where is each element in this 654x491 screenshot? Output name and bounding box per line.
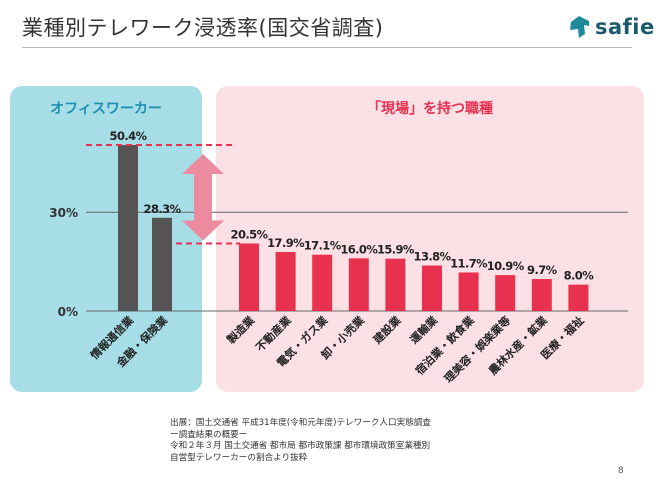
bar (385, 258, 406, 311)
bar (495, 275, 516, 311)
data-label: 50.4% (110, 129, 148, 143)
field-worker-panel (216, 86, 644, 392)
data-label: 16.0% (340, 242, 378, 256)
data-label: 10.9% (487, 259, 525, 273)
page-number: 8 (618, 466, 624, 476)
y-tick-label: 30% (49, 206, 78, 220)
bar (458, 272, 479, 311)
source-note: 出展：国土交通省 平成31年度(令和元年度)テレワーク人口実態調査 ー調査結果の… (170, 418, 431, 464)
page-title: 業種別テレワーク浸透率(国交省調査) (22, 16, 384, 40)
safie-logo-icon (570, 16, 589, 38)
source-line: 自営型テレワーカーの割合より抜粋 (170, 452, 308, 463)
bar (275, 252, 296, 311)
group-label: オフィスワーカー (50, 101, 162, 117)
data-label: 17.9% (267, 236, 305, 250)
bar (152, 217, 172, 311)
bar (118, 145, 138, 311)
data-label: 11.7% (450, 256, 488, 270)
bar (312, 254, 333, 311)
source-line: 令和２年３月 国土交通省 都市局 都市政策課 都市環境政策室業種別 (170, 441, 431, 451)
logo-text: safie (595, 15, 654, 39)
bar (422, 265, 442, 311)
data-label: 28.3% (144, 202, 182, 216)
data-label: 20.5% (231, 227, 269, 241)
bar (568, 284, 589, 311)
bar (239, 243, 259, 311)
data-label: 17.1% (304, 239, 342, 253)
safie-logo: safie (566, 14, 654, 40)
y-tick-label: 0% (58, 305, 78, 319)
data-label: 13.8% (414, 250, 452, 264)
data-label: 9.7% (527, 263, 558, 277)
title-divider (22, 47, 632, 48)
source-line: ー調査結果の概要ー (170, 429, 248, 440)
group-label: 「現場」を持つ職種 (367, 100, 493, 117)
bar (531, 279, 552, 311)
data-label: 8.0% (564, 269, 595, 283)
gap-double-arrow (182, 154, 224, 241)
bar (348, 258, 369, 311)
data-label: 15.9% (377, 243, 415, 257)
office-worker-panel (10, 86, 202, 392)
source-line: 出展：国土交通省 平成31年度(令和元年度)テレワーク人口実態調査 (170, 418, 431, 428)
